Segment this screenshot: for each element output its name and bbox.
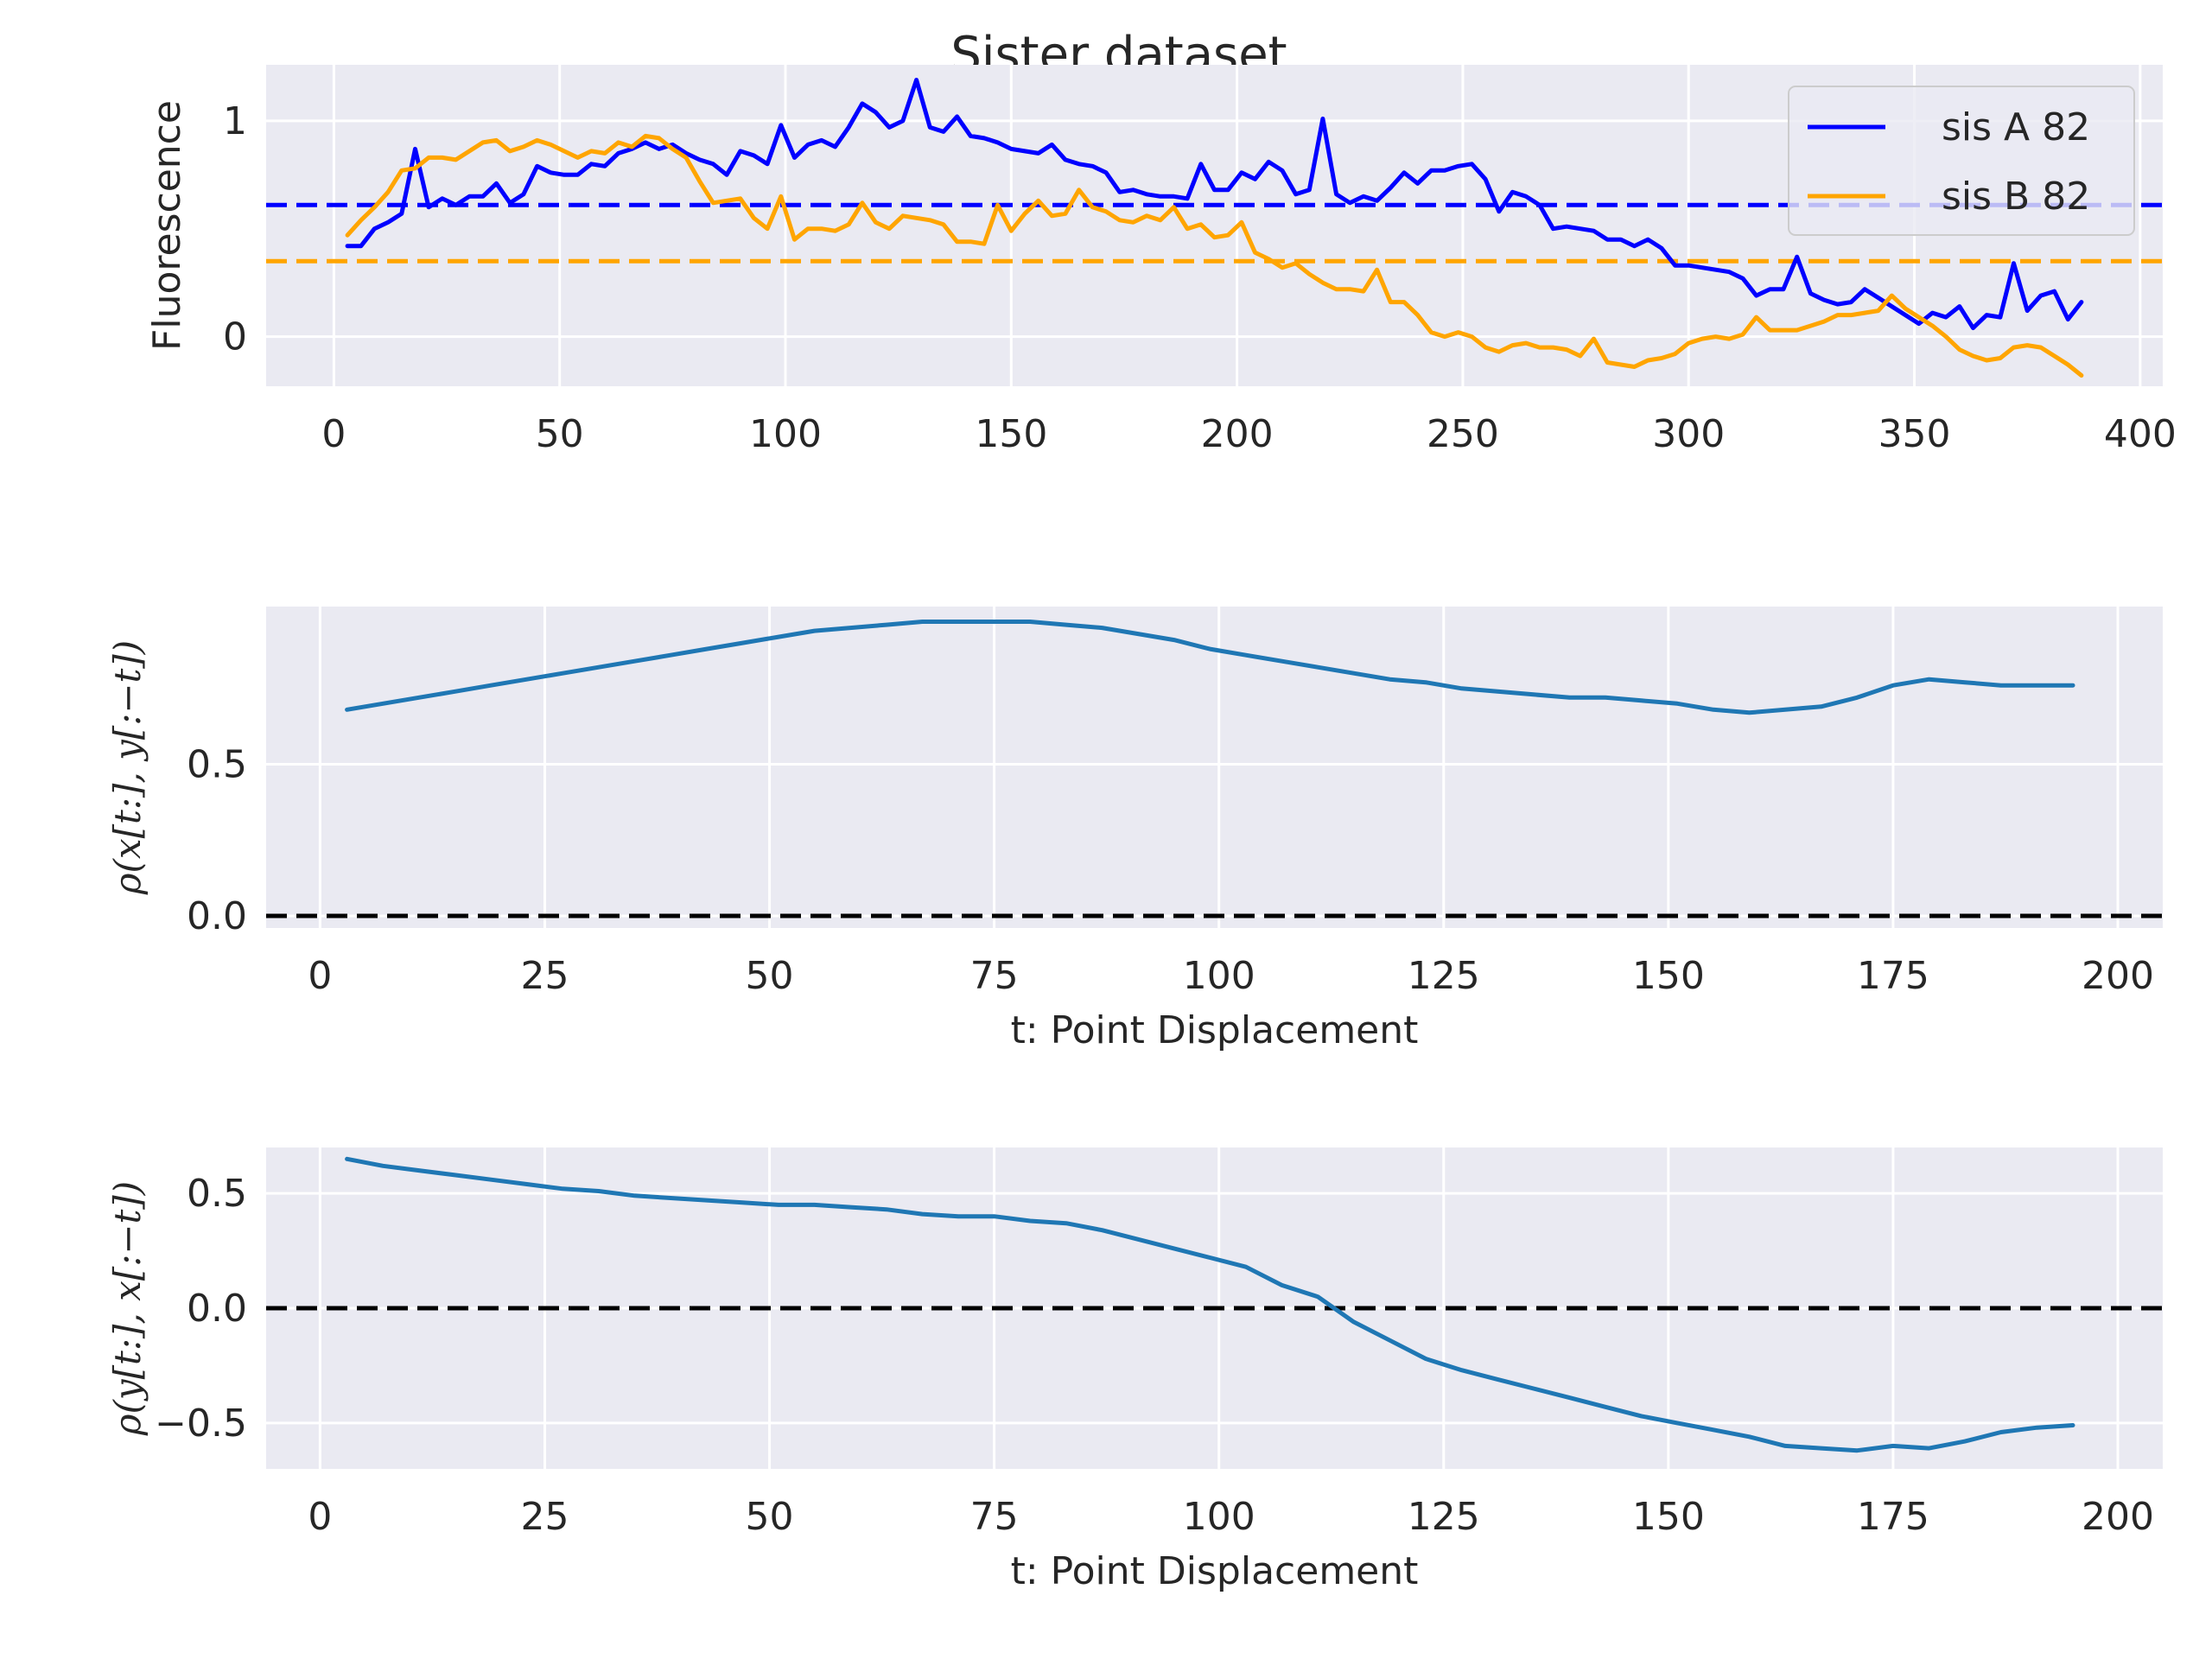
series-line-1 xyxy=(345,1156,2075,1453)
y-tick-label: 0.0 xyxy=(187,894,247,938)
x-tick-label: 150 xyxy=(1632,954,1705,998)
x-tick-label: 25 xyxy=(520,954,569,998)
x-tick-label: 200 xyxy=(2082,954,2154,998)
x-tick-label: 150 xyxy=(975,412,1047,456)
legend-label: sis A 82 xyxy=(1942,105,2090,149)
x-tick-label: 350 xyxy=(1878,412,1951,456)
y-axis-label: Fluorescence xyxy=(145,100,189,351)
x-tick-label: 50 xyxy=(536,412,584,456)
x-tick-label: 300 xyxy=(1652,412,1725,456)
x-tick-label: 50 xyxy=(746,1495,794,1539)
x-tick-label: 100 xyxy=(1183,1495,1255,1539)
series-line-1 xyxy=(345,620,2075,715)
y-tick-label: 0.0 xyxy=(187,1287,247,1331)
chart-panel-2: 0 25 50 75 100 125 150 175 200 0.0 0.5 ρ(x[t:], y[:… xyxy=(106,607,2163,1052)
x-tick-label: 50 xyxy=(746,954,794,998)
x-tick-label: 175 xyxy=(1857,1495,1929,1539)
x-tick-label: 100 xyxy=(1183,954,1255,998)
x-tick-label: 125 xyxy=(1408,1495,1480,1539)
x-tick-label: 175 xyxy=(1857,954,1929,998)
y-tick-label: 1 xyxy=(223,99,247,143)
x-tick-label: 75 xyxy=(970,954,1019,998)
x-tick-label: 250 xyxy=(1427,412,1499,456)
x-tick-label: 400 xyxy=(2104,412,2177,456)
x-tick-label: 100 xyxy=(749,412,822,456)
series-line-2 xyxy=(345,133,2084,378)
x-axis-label: t: Point Displacement xyxy=(1011,1549,1419,1593)
y-axis-label: ρ(y[t:], x[:−t]) xyxy=(106,1181,149,1436)
legend: sis A 82 sis B 82 xyxy=(1788,86,2135,236)
legend-label: sis B 82 xyxy=(1942,175,2090,219)
x-tick-label: 75 xyxy=(970,1495,1019,1539)
x-tick-label: 25 xyxy=(520,1495,569,1539)
y-tick-label: 0.5 xyxy=(187,742,247,786)
x-tick-label: 150 xyxy=(1632,1495,1705,1539)
y-tick-label: 0 xyxy=(223,315,247,359)
x-tick-label: 125 xyxy=(1408,954,1480,998)
chart-panel-1: 0 50 100 150 200 250 300 350 400 0 1 Fluorescence si… xyxy=(145,65,2177,456)
y-axis-label: ρ(x[t:], y[:−t]) xyxy=(106,640,149,895)
series-line-1 xyxy=(345,78,2084,331)
x-tick-label: 200 xyxy=(1201,412,1274,456)
y-tick-label: 0.5 xyxy=(187,1172,247,1216)
x-axis-label: t: Point Displacement xyxy=(1011,1008,1419,1052)
x-tick-label: 0 xyxy=(308,1495,332,1539)
chart-panel-3: 0 25 50 75 100 125 150 175 200 −0.5 0.0 0.5 ρ(y[t:],… xyxy=(106,1147,2163,1593)
x-tick-label: 0 xyxy=(321,412,346,456)
x-tick-label: 200 xyxy=(2082,1495,2154,1539)
plot-area xyxy=(266,607,2163,928)
x-tick-label: 0 xyxy=(308,954,332,998)
y-tick-label: −0.5 xyxy=(155,1402,247,1446)
